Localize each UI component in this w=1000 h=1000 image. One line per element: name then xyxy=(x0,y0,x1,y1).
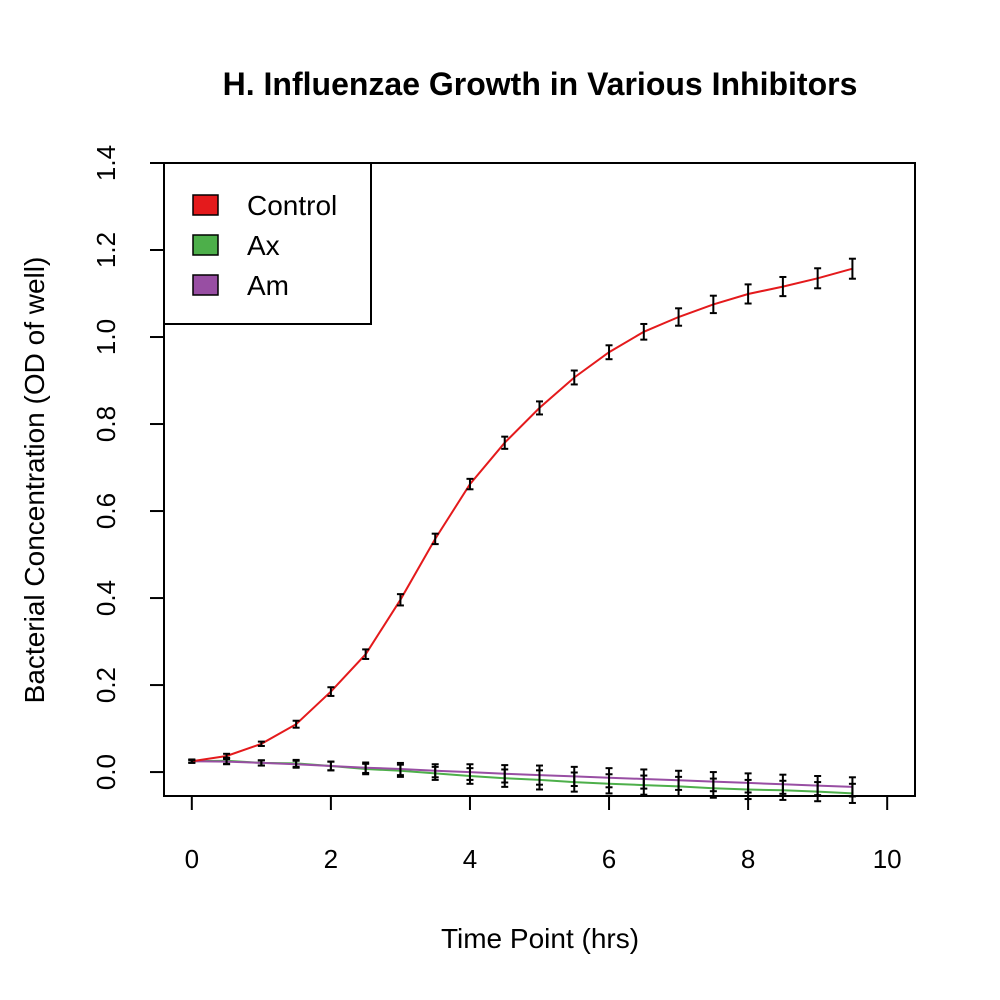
plot-frame xyxy=(163,162,916,797)
x-tick-label: 8 xyxy=(741,844,755,874)
error-bar xyxy=(570,369,578,386)
y-tick-label: 1.2 xyxy=(91,232,121,268)
y-tick-label: 0.2 xyxy=(91,667,121,703)
y-tick-label: 0.8 xyxy=(91,406,121,442)
y-tick-label: 1.0 xyxy=(91,319,121,355)
y-tick-label: 0.4 xyxy=(91,580,121,616)
error-bar xyxy=(292,719,300,729)
y-axis-label: Bacterial Concentration (OD of well) xyxy=(19,257,50,704)
chart-title: H. Influenzae Growth in Various Inhibito… xyxy=(223,66,858,102)
error-bar xyxy=(501,435,509,450)
error-bar xyxy=(396,761,404,777)
series-line-control xyxy=(191,267,853,763)
y-tick-label: 0.0 xyxy=(91,754,121,790)
error-bar xyxy=(292,759,300,769)
error-bar xyxy=(257,740,265,747)
series-lines xyxy=(191,267,853,795)
error-bar xyxy=(640,322,648,341)
x-axis-label: Time Point (hrs) xyxy=(441,923,639,954)
legend-swatch-control xyxy=(192,194,219,216)
error-bar xyxy=(779,275,787,298)
error-bar xyxy=(362,648,370,660)
y-axis: 0.0 0.2 0.4 0.6 0.8 1.0 1.2 1.4 xyxy=(91,145,165,790)
error-bar xyxy=(257,759,265,767)
legend-label-am: Am xyxy=(247,270,289,301)
error-bar xyxy=(570,765,578,787)
error-bar xyxy=(605,344,613,361)
error-bars xyxy=(188,257,856,804)
x-tick-label: 0 xyxy=(185,844,199,874)
legend-label-control: Control xyxy=(247,190,337,221)
error-bar xyxy=(640,768,648,790)
error-bar xyxy=(848,257,856,280)
error-bar xyxy=(396,593,404,607)
error-bar xyxy=(675,307,683,327)
error-bar xyxy=(327,686,335,697)
error-bar xyxy=(327,760,335,772)
y-tick-label: 0.6 xyxy=(91,493,121,529)
series-line-am xyxy=(191,760,853,788)
error-bar xyxy=(501,764,509,784)
error-bar xyxy=(744,772,752,794)
y-tick-label: 1.4 xyxy=(91,145,121,181)
x-tick-label: 6 xyxy=(602,844,616,874)
error-bar xyxy=(536,764,543,786)
error-bar xyxy=(675,769,683,791)
error-bar xyxy=(362,761,370,774)
legend-swatch-ax xyxy=(192,234,219,256)
error-bar xyxy=(709,771,717,793)
error-bar xyxy=(744,283,752,305)
error-bar xyxy=(188,758,196,764)
error-bar xyxy=(709,294,717,315)
error-bar xyxy=(466,477,474,491)
error-bar xyxy=(223,758,231,766)
error-bar xyxy=(431,763,439,779)
series-line-ax xyxy=(191,759,853,795)
legend-label-ax: Ax xyxy=(247,230,280,261)
error-bar xyxy=(431,532,439,546)
error-bar xyxy=(605,767,613,789)
x-tick-label: 2 xyxy=(324,844,338,874)
legend-swatch-am xyxy=(192,274,219,296)
x-tick-label: 4 xyxy=(463,844,477,874)
error-bar xyxy=(814,267,822,290)
error-bar xyxy=(466,763,474,781)
error-bar xyxy=(536,400,543,416)
x-axis: 0 2 4 6 8 10 xyxy=(185,795,902,874)
error-bar xyxy=(779,773,787,795)
legend: Control Ax Am xyxy=(163,162,372,325)
x-tick-label: 10 xyxy=(873,844,902,874)
